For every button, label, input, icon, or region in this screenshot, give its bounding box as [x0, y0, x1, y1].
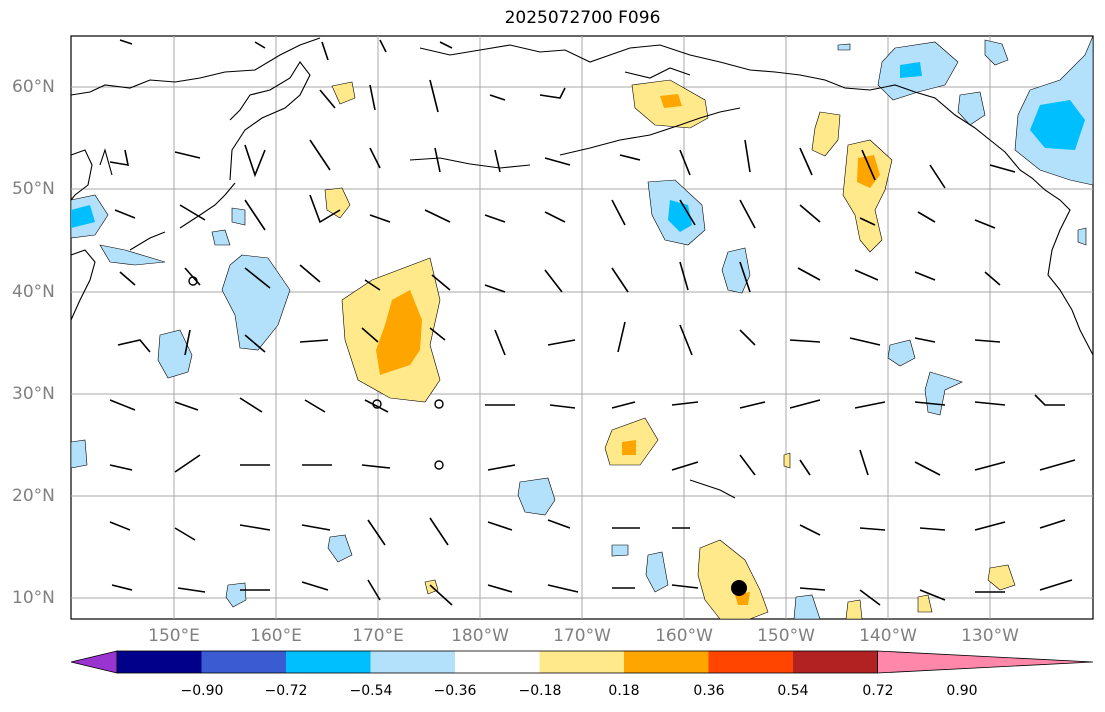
map-title: 2025072700 F096 — [504, 8, 661, 28]
colorbar-segment — [793, 651, 878, 673]
colorbar-outline — [116, 650, 878, 674]
lat-label: 10°N — [12, 588, 55, 608]
colorbar-tick: −0.72 — [264, 683, 308, 699]
colorbar-tick: −0.36 — [433, 683, 477, 699]
lat-label: 30°N — [12, 384, 55, 404]
colorbar-segment — [117, 651, 202, 673]
colorbar-tick: 0.18 — [608, 683, 640, 699]
lon-label: 150°W — [757, 626, 815, 646]
lon-label: 160°E — [250, 626, 302, 646]
wind-barbs — [109, 39, 1076, 606]
lon-label: 170°W — [553, 626, 611, 646]
colorbar-tick: 0.36 — [693, 683, 725, 699]
colorbar-extend-high — [877, 650, 1094, 674]
negative-anomaly-shading — [70, 35, 1094, 620]
colorbar-extend-low — [70, 650, 118, 674]
storm-center-dot — [731, 580, 747, 596]
lon-label: 180°W — [451, 626, 509, 646]
colorbar-tick: 0.72 — [862, 683, 894, 699]
lon-label: 140°W — [859, 626, 917, 646]
colorbar-segment — [286, 651, 371, 673]
lon-label: 160°W — [655, 626, 713, 646]
lat-label: 50°N — [12, 179, 55, 199]
colorbar — [70, 650, 1094, 674]
colorbar-segment — [201, 651, 287, 673]
positive-anomaly-shading — [324, 79, 1016, 620]
colorbar-segment — [370, 651, 456, 673]
colorbar-tick: −0.90 — [180, 683, 224, 699]
colorbar-tick: 0.54 — [777, 683, 809, 699]
lon-label: 170°E — [352, 626, 404, 646]
lon-label: 150°E — [148, 626, 200, 646]
lat-label: 40°N — [12, 282, 55, 302]
colorbar-tick: 0.90 — [946, 683, 978, 699]
colorbar-segment — [624, 651, 709, 673]
coastlines — [70, 37, 1094, 499]
colorbar-tick: −0.54 — [349, 683, 393, 699]
lon-label: 130°W — [961, 626, 1019, 646]
colorbar-segment — [539, 651, 625, 673]
calm-wind-markers — [188, 276, 444, 470]
lat-label: 20°N — [12, 486, 55, 506]
lat-label: 60°N — [12, 77, 55, 97]
colorbar-tick: −0.18 — [518, 683, 562, 699]
colorbar-segment — [708, 651, 794, 673]
colorbar-segment — [455, 651, 540, 673]
